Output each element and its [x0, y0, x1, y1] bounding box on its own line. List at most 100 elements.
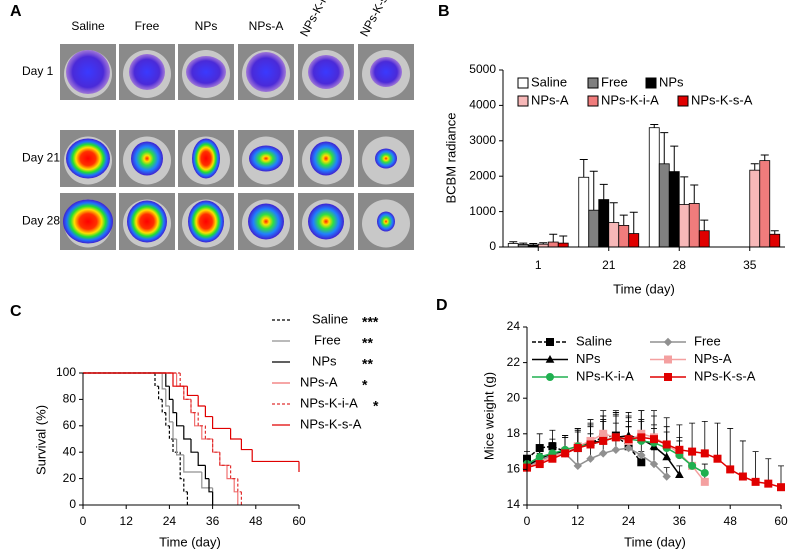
legend-label: NPs-A — [300, 374, 338, 389]
signal — [131, 141, 163, 176]
marker — [700, 468, 709, 477]
column-label: Saline — [71, 19, 105, 33]
error-bar — [690, 184, 699, 204]
marker — [688, 447, 697, 456]
error-bar — [599, 183, 608, 200]
survival-step — [165, 373, 170, 387]
bar — [698, 230, 710, 248]
marker — [624, 435, 633, 444]
row-label: Day 21 — [22, 151, 60, 165]
signal — [246, 52, 286, 92]
survival-step — [183, 425, 191, 440]
marker — [751, 477, 760, 486]
y-tick-label: 100 — [56, 365, 76, 379]
y-tick-label: 5000 — [469, 62, 496, 76]
marker — [764, 479, 773, 488]
marker — [688, 461, 697, 470]
marker — [586, 440, 595, 449]
y-axis-title: Survival (%) — [33, 405, 48, 475]
y-tick-label: 20 — [507, 390, 521, 404]
error-bar — [770, 230, 779, 235]
error-bar — [660, 132, 669, 164]
marker — [700, 477, 709, 486]
y-tick-label: 20 — [63, 471, 77, 485]
x-tick-label: 35 — [743, 258, 757, 272]
marker — [535, 452, 544, 461]
survival-step — [197, 412, 206, 427]
x-tick-label: 60 — [774, 514, 788, 528]
column-label: NPs — [195, 19, 218, 33]
error-bar — [701, 420, 708, 454]
y-axis-title: BCBM radiance — [443, 112, 458, 203]
survival-step — [161, 373, 166, 390]
error-bar — [559, 235, 568, 244]
x-tick-label: 48 — [249, 514, 263, 528]
error-bar — [689, 422, 696, 452]
signal — [377, 211, 395, 232]
y-tick-label: 16 — [507, 462, 521, 476]
significance: *** — [362, 314, 379, 330]
survival-step — [165, 388, 170, 407]
survival-step — [190, 439, 199, 453]
bar — [658, 163, 670, 248]
survival-step — [165, 412, 170, 427]
survival-step — [168, 386, 173, 400]
survival-step — [240, 439, 253, 451]
bar — [678, 204, 690, 248]
marker — [548, 442, 557, 451]
legend-label: Free — [694, 333, 721, 348]
bar — [598, 199, 610, 248]
error-bar — [663, 417, 670, 445]
error-bar — [680, 176, 689, 205]
bar — [507, 243, 519, 248]
signal — [66, 50, 110, 94]
legend-label: Free — [314, 332, 341, 347]
significance: * — [373, 398, 379, 414]
x-tick-label: 21 — [602, 258, 616, 272]
x-tick-label: 24 — [163, 514, 177, 528]
column-label: NPs-K-s-A — [357, 0, 396, 39]
y-tick-label: 80 — [63, 392, 77, 406]
marker — [545, 354, 555, 363]
survival-step — [176, 439, 184, 456]
marker — [777, 483, 785, 492]
y-tick-label: 14 — [507, 497, 521, 511]
marker — [675, 470, 684, 479]
marker — [624, 443, 633, 453]
marker — [637, 458, 646, 467]
marker — [599, 436, 608, 445]
survival-step — [230, 465, 238, 480]
survival-step — [179, 452, 184, 480]
error-bar — [760, 154, 769, 161]
x-tick-label: 60 — [292, 514, 306, 528]
error-bar — [650, 124, 659, 128]
marker — [664, 355, 672, 364]
signal — [63, 199, 113, 244]
error-bar — [727, 428, 734, 470]
marker — [662, 452, 672, 461]
x-tick-label: 28 — [673, 258, 687, 272]
legend-label: NPs — [576, 351, 601, 366]
y-tick-label: 24 — [507, 319, 521, 333]
legend-label: Saline — [531, 74, 567, 89]
bar — [547, 241, 559, 248]
bar — [588, 209, 600, 248]
y-tick-label: 4000 — [469, 98, 496, 112]
legend-label: NPs-K-s-A — [694, 368, 756, 383]
bar — [769, 233, 781, 248]
error-bar — [739, 440, 746, 477]
y-tick-label: 40 — [63, 444, 77, 458]
survival-step — [204, 406, 213, 418]
signal — [249, 145, 283, 172]
legend-swatch — [645, 77, 657, 89]
survival-step — [172, 373, 188, 387]
panel-label: B — [438, 3, 450, 20]
legend-label: NPs-K-s-A — [300, 416, 362, 431]
series-line — [526, 447, 668, 478]
x-tick-label: 36 — [673, 514, 687, 528]
marker — [664, 373, 672, 381]
marker — [662, 440, 671, 449]
legend-label: NPs-A — [694, 351, 732, 366]
legend-swatch — [677, 95, 689, 107]
